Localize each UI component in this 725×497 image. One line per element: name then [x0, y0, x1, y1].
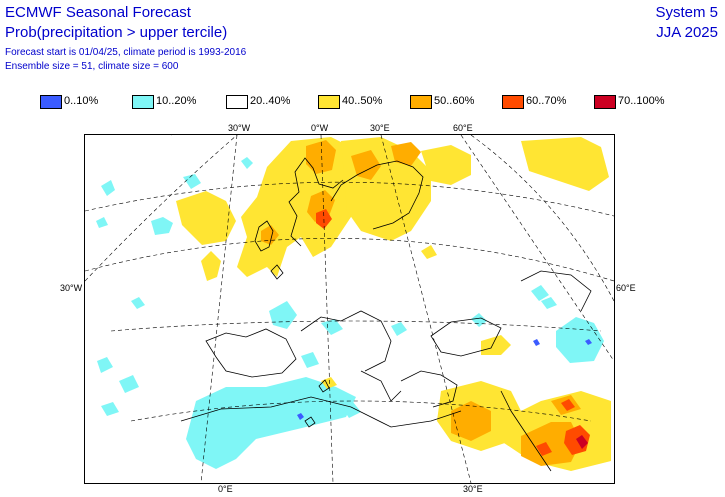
legend-label: 70..100%	[618, 95, 665, 107]
legend-swatch	[318, 95, 340, 109]
lon-label-top: 0°W	[311, 123, 329, 133]
lon-label-left: 30°W	[60, 283, 83, 293]
prob-70-100-areas	[576, 435, 588, 449]
legend-label: 20..40%	[250, 95, 291, 107]
legend-swatch	[594, 95, 616, 109]
legend-label: 40..50%	[342, 95, 383, 107]
chart-subtitle: Prob(precipitation > upper tercile)	[5, 24, 228, 41]
chart-title: ECMWF Seasonal Forecast	[5, 4, 191, 21]
legend-swatch	[132, 95, 154, 109]
legend-swatch	[40, 95, 62, 109]
legend-swatch	[410, 95, 432, 109]
lon-label-bottom: 0°E	[218, 484, 233, 494]
lon-label-bottom: 30°E	[463, 484, 483, 494]
graticule	[85, 135, 614, 483]
map-svg	[85, 135, 614, 483]
forecast-info: Forecast start is 01/04/25, climate peri…	[5, 47, 247, 58]
legend-label: 50..60%	[434, 95, 475, 107]
system-label: System 5	[655, 4, 718, 21]
legend-swatch	[226, 95, 248, 109]
legend-label: 0..10%	[64, 95, 99, 107]
prob-0-10-areas	[297, 339, 592, 420]
lon-label-top: 60°E	[453, 123, 473, 133]
lon-label-right: 60°E	[616, 283, 636, 293]
legend-label: 60..70%	[526, 95, 567, 107]
legend-swatch	[502, 95, 524, 109]
forecast-map	[84, 134, 615, 484]
legend-label: 10..20%	[156, 95, 197, 107]
lon-label-top: 30°E	[370, 123, 390, 133]
ensemble-info: Ensemble size = 51, climate size = 600	[5, 61, 179, 72]
season-label: JJA 2025	[656, 24, 718, 41]
lon-label-top: 30°W	[228, 123, 251, 133]
coastlines	[180, 157, 592, 472]
